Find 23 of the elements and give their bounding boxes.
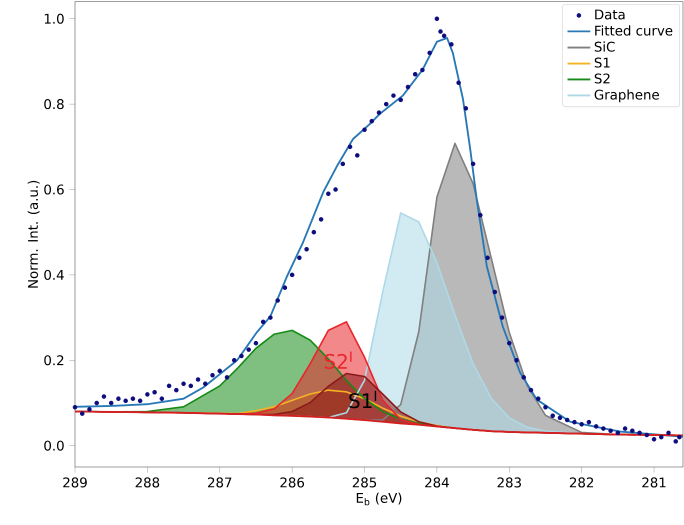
- x-tick-label: 287: [208, 477, 232, 488]
- x-tick-label: 282: [570, 477, 594, 488]
- legend-label: Fitted curve: [595, 25, 672, 36]
- y-tick-label: 0.8: [44, 99, 64, 110]
- legend-label: Data: [595, 10, 625, 20]
- y-tick-label: 0.4: [44, 270, 64, 280]
- y-tick-label: 0.0: [44, 440, 64, 451]
- legend-label: SiC: [594, 41, 615, 52]
- legend-label: Graphene: [594, 89, 659, 102]
- x-tick-label: 281: [642, 477, 666, 488]
- y-axis-title: Norm. Int. (a.u.): [28, 180, 40, 288]
- x-tick-label: 286: [280, 477, 304, 488]
- y-tick-label: 0.2: [44, 355, 64, 366]
- y-tick-label: 0.6: [44, 184, 64, 195]
- y-tick-label: 1.0: [44, 14, 64, 24]
- x-tick-label: 288: [136, 477, 160, 488]
- x-axis-title: E$_{b}$ (eV): [356, 492, 402, 506]
- legend-label: S1: [594, 58, 610, 68]
- x-tick-label: 289: [63, 477, 87, 488]
- legend-label: S2: [594, 73, 610, 84]
- x-tick-label: 283: [498, 477, 521, 488]
- x-tick-label: 284: [425, 477, 449, 488]
- x-tick-label: 285: [352, 477, 376, 488]
